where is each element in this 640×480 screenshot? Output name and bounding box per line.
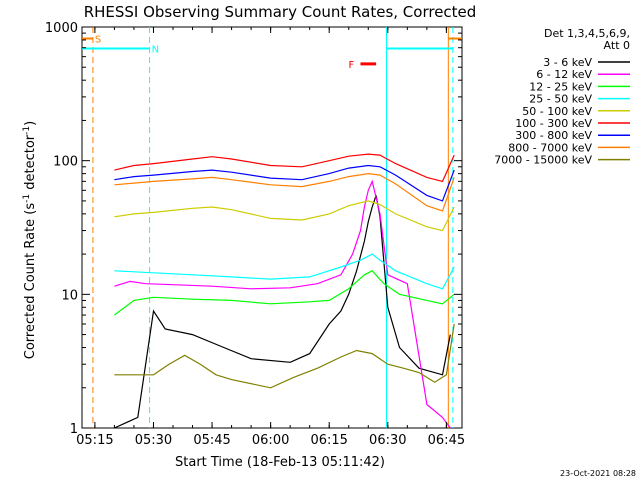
y-tick-label-3: 1000 <box>45 21 78 36</box>
series-line-8 <box>114 323 455 389</box>
legend-item-label-7: 800 - 7000 keV <box>508 141 592 154</box>
legend-item-label-4: 50 - 100 keV <box>522 105 592 118</box>
y-axis-label-end: ) <box>23 121 38 126</box>
x-tick-label-4: 06:15 <box>310 433 347 448</box>
x-tick-label-1: 05:30 <box>135 433 172 448</box>
legend-item-label-2: 12 - 25 keV <box>529 80 592 93</box>
annotation-label-2: F <box>348 60 354 71</box>
series-line-4 <box>114 200 455 232</box>
y-tick-label-1: 10 <box>61 288 78 303</box>
x-axis-label: Start Time (18-Feb-13 05:11:42) <box>175 455 385 470</box>
x-tick-label-0: 05:15 <box>76 433 113 448</box>
chart-title: RHESSI Observing Summary Count Rates, Co… <box>84 3 477 21</box>
series-line-2 <box>114 270 455 316</box>
series-line-7 <box>114 172 455 212</box>
x-tick-label-2: 05:45 <box>193 433 230 448</box>
legend-item-label-8: 7000 - 15000 keV <box>494 154 592 167</box>
legend-item-label-6: 300 - 800 keV <box>515 129 592 142</box>
plot-frame <box>81 26 463 429</box>
annotation-label-0: S <box>95 35 101 46</box>
legend-item-label-1: 6 - 12 keV <box>536 68 592 81</box>
y-axis-label-main: Corrected Count Rate (s <box>23 203 38 360</box>
series-line-1 <box>114 179 451 429</box>
plot-area: S N F 05:15 05:30 05:45 06:00 06:15 06:30 06:45 1 1… <box>45 21 465 448</box>
x-tick-label-3: 06:00 <box>252 433 289 448</box>
series-line-5 <box>114 153 455 183</box>
y-axis-label-mid: detector <box>23 134 38 194</box>
x-tick-label-5: 06:30 <box>369 433 406 448</box>
series-line-0 <box>114 195 451 429</box>
legend-header-line2: Att 0 <box>604 39 630 52</box>
y-axis-label: Corrected Count Rate (s-1 detector-1) <box>22 121 38 359</box>
y-tick-label-0: 1 <box>70 422 78 437</box>
legend-header-line1: Det 1,3,4,5,6,9, <box>544 27 630 40</box>
x-tick-label-6: 06:45 <box>428 433 465 448</box>
series-line-3 <box>114 253 455 290</box>
series-line-6 <box>114 164 455 202</box>
y-axis-label-sup2: -1 <box>22 126 32 135</box>
legend-item-label-0: 3 - 6 keV <box>543 56 592 69</box>
legend-item-label-5: 100 - 300 keV <box>515 117 592 130</box>
legend-item-label-3: 25 - 50 keV <box>529 93 592 106</box>
timestamp: 23-Oct-2021 08:28 <box>560 469 636 478</box>
y-tick-label-2: 100 <box>53 155 78 170</box>
y-axis-label-sup1: -1 <box>22 194 32 203</box>
annotation-label-1: N <box>152 45 159 56</box>
